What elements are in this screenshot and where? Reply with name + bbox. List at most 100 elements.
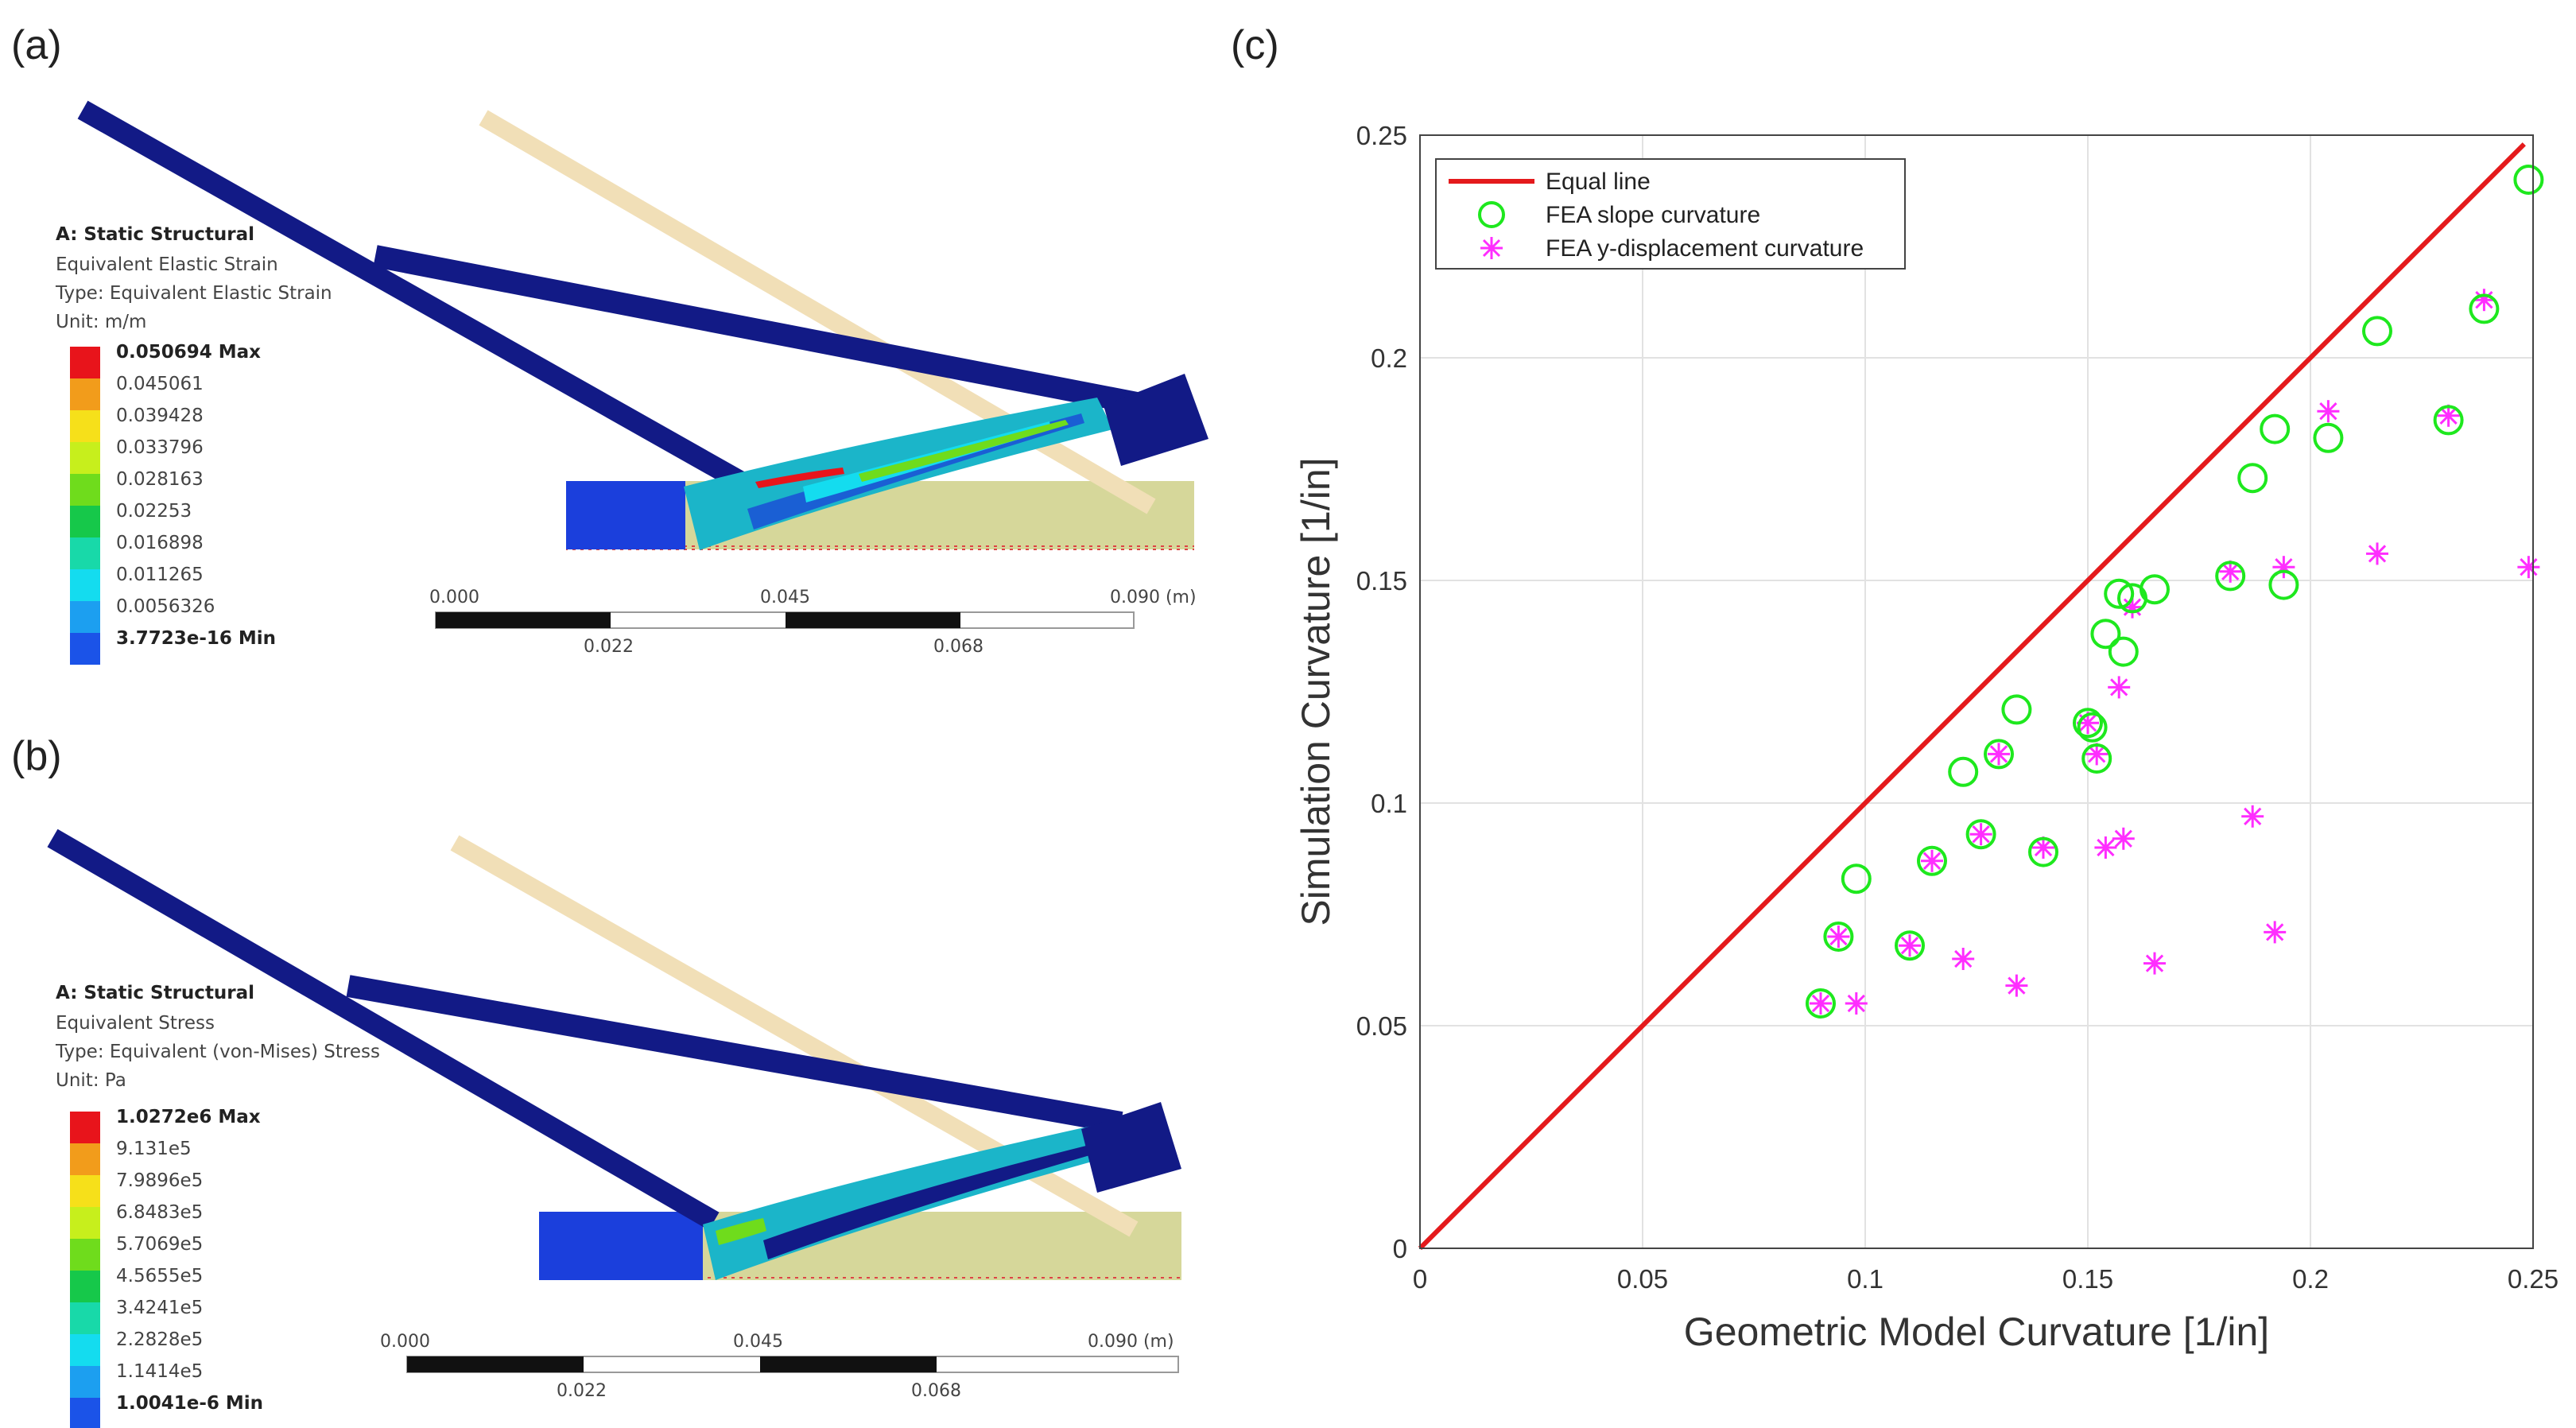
panel-a-end-block [1104, 374, 1208, 466]
ydisp-point [2085, 743, 2109, 766]
panel-b: (b) A: Static Structural Equivalent Stre… [11, 733, 1181, 1428]
ydisp-point [2032, 836, 2054, 859]
ydisp-point [2143, 952, 2166, 975]
legend-equal-line-label: Equal line [1546, 169, 1651, 195]
panel-a-ground-blue [566, 481, 685, 549]
panel-b-ground-hatch [539, 1275, 1181, 1280]
panel-a: (a) A: Static Structural Equivalent Elas… [11, 22, 1208, 665]
panel-b-scale-bar [406, 1356, 1179, 1373]
ydisp-point [1845, 992, 1868, 1015]
slope-point [1917, 845, 1947, 876]
panel-a-ghost-beam [479, 110, 1156, 514]
slope-point [2140, 574, 2170, 605]
panel-a-colorbar-swatch-8 [70, 601, 100, 633]
ydisp-point [2264, 921, 2287, 944]
panel-a-legend-val-5: 0.02253 [116, 501, 192, 522]
panel-b-legend-val-2: 7.9896e5 [116, 1170, 203, 1191]
legend-slope-label: FEA slope curvature [1546, 202, 1760, 228]
panel-a-diagonal-link [77, 100, 775, 507]
panel-a-colorbar-swatch-2 [70, 410, 100, 442]
panel-a-colorbar-swatch-5 [70, 506, 100, 537]
panel-a-colorbar-swatch-7 [70, 569, 100, 601]
ydisp-point [1899, 934, 1921, 957]
panel-b-upper-link [346, 975, 1123, 1134]
panel-a-legend-line1: Equivalent Elastic Strain [56, 254, 278, 275]
x-tick-label: 0.25 [2508, 1264, 2559, 1294]
x-tick-label: 0.15 [2062, 1264, 2113, 1294]
slope-point [1984, 739, 2014, 770]
panel-a-legend-val-7: 0.011265 [116, 565, 204, 585]
ydisp-point [2108, 676, 2131, 699]
slope-point [2268, 569, 2299, 600]
y-axis-label: Simulation Curvature [1/in] [1294, 457, 1338, 925]
plot-frame [1419, 134, 2534, 1249]
panel-b-legend-val-8: 1.1414e5 [116, 1361, 203, 1382]
ydisp-point [2473, 289, 2496, 312]
panel-c-letter: (c) [1231, 22, 1279, 68]
slope-point [2073, 708, 2103, 739]
slope-point [1841, 863, 1872, 894]
slope-point [2313, 422, 2344, 453]
panel-a-letter: (a) [11, 22, 62, 68]
panel-a-legend-val-1: 0.045061 [116, 374, 204, 394]
panel-a-colorbar-swatch-9 [70, 633, 100, 665]
slope-point [2077, 712, 2108, 743]
panel-b-beam-green [716, 1218, 766, 1245]
panel-a-legend-val-3: 0.033796 [116, 437, 204, 458]
slope-point [2237, 463, 2268, 494]
panel-a-legend-val-2: 0.039428 [116, 406, 204, 426]
slope-point [1895, 930, 1925, 961]
panel-b-scale-b2: 0.068 [911, 1381, 961, 1401]
panel-a-upper-link [373, 245, 1147, 416]
ydisp-point [2437, 404, 2460, 427]
panel-b-legend-val-3: 6.8483e5 [116, 1202, 203, 1223]
slope-point [2260, 413, 2291, 444]
slope-point [2469, 293, 2500, 324]
panel-a-legend-val-6: 0.016898 [116, 533, 204, 553]
slope-point [1948, 756, 1979, 787]
ydisp-point [2094, 836, 2117, 859]
legend-slope-swatch [1478, 201, 1505, 228]
curvature-chart: 0 0.05 0.1 0.15 0.2 0.25 0 0.05 0.1 0.15 0.2 0.25 G… [1294, 121, 2559, 1354]
slope-point [2081, 743, 2112, 774]
series-layer [1418, 142, 2544, 1251]
panel-b-legend-line3: Unit: Pa [56, 1070, 126, 1091]
x-tick-label: 0.2 [2292, 1264, 2329, 1294]
ydisp-point [2112, 827, 2135, 850]
panel-a-scale-bar [435, 611, 1135, 629]
y-tick-label: 0.05 [1356, 1011, 1407, 1041]
ydisp-point [2517, 556, 2540, 579]
panel-b-colorbar-swatch-5 [70, 1271, 100, 1302]
ydisp-point [2241, 805, 2264, 828]
ydisp-point [1969, 823, 1992, 846]
panel-c: (c) 0 0.05 0.1 0.15 0.2 0.25 0 0.05 0.1 0.15 0.2 0.… [1231, 22, 2559, 1354]
y-tick-label: 0.2 [1371, 343, 1407, 373]
ydisp-point [2366, 542, 2388, 565]
panel-a-scale-b1: 0.022 [584, 637, 634, 657]
panel-a-beam-green [859, 420, 1069, 482]
ydisp-point [1827, 925, 1850, 948]
panel-b-colorbar-swatch-3 [70, 1207, 100, 1239]
equal-line [1418, 142, 2526, 1251]
panel-a-scale-t1: 0.045 [760, 588, 810, 607]
panel-a-colorbar [70, 347, 100, 665]
panel-b-diagonal-link [47, 828, 720, 1231]
panel-a-legend-val-8: 0.0056326 [116, 596, 215, 617]
panel-a-legend-title: A: Static Structural [56, 224, 254, 245]
panel-a-legend-max: 0.050694 Max [116, 342, 261, 363]
panel-a-ground-hatch [566, 545, 1194, 550]
ydisp-point [1810, 992, 1832, 1015]
x-tick-label: 0.1 [1847, 1264, 1884, 1294]
slope-point [2104, 578, 2135, 609]
y-tick-label: 0.15 [1356, 566, 1407, 596]
panel-b-legend-val-6: 3.4241e5 [116, 1298, 203, 1318]
ydisp-point [2219, 560, 2242, 583]
ydisp-point [1952, 948, 1975, 970]
slope-point [2362, 316, 2392, 347]
panel-b-legend-max: 1.0272e6 Max [116, 1107, 261, 1127]
panel-a-legend-line2: Type: Equivalent Elastic Strain [55, 283, 332, 304]
slope-point [2028, 836, 2058, 867]
panel-a-colorbar-swatch-4 [70, 474, 100, 506]
panel-b-colorbar-swatch-4 [70, 1239, 100, 1271]
panel-b-scale-t0: 0.000 [380, 1332, 430, 1352]
